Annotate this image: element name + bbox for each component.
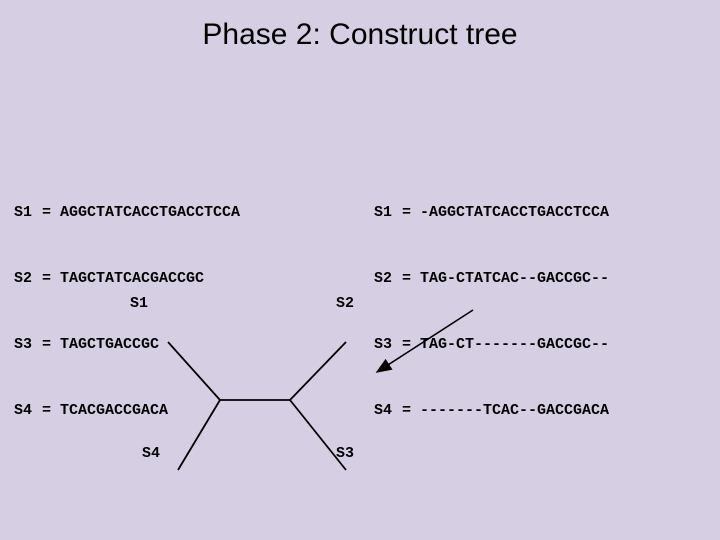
seq-row: S1 = AGGCTATCACCTGACCTCCA bbox=[14, 202, 240, 224]
seq-label: S2 bbox=[14, 268, 42, 290]
seq-row: S2 = TAGCTATCACGACCGC bbox=[14, 268, 240, 290]
seq-value: -AGGCTATCACCTGACCTCCA bbox=[420, 202, 609, 224]
seq-row: S2 = TAG-CTATCAC--GACCGC-- bbox=[374, 268, 609, 290]
seq-value: TAG-CTATCAC--GACCGC-- bbox=[420, 268, 609, 290]
equals-sign: = bbox=[402, 268, 420, 290]
equals-sign: = bbox=[42, 334, 60, 356]
equals-sign: = bbox=[42, 268, 60, 290]
tree-svg bbox=[90, 300, 490, 500]
tree-label-s2: S2 bbox=[336, 295, 354, 312]
equals-sign: = bbox=[42, 202, 60, 224]
seq-row: S1 = -AGGCTATCACCTGACCTCCA bbox=[374, 202, 609, 224]
seq-label: S3 bbox=[14, 334, 42, 356]
page-title: Phase 2: Construct tree bbox=[0, 18, 720, 52]
seq-value: TAGCTATCACGACCGC bbox=[60, 268, 204, 290]
equals-sign: = bbox=[402, 202, 420, 224]
seq-label: S2 bbox=[374, 268, 402, 290]
phylogenetic-tree: S1 S2 S3 S4 bbox=[90, 300, 410, 480]
equals-sign: = bbox=[42, 400, 60, 422]
tree-label-s1: S1 bbox=[130, 295, 148, 312]
seq-label: S1 bbox=[374, 202, 402, 224]
seq-label: S1 bbox=[14, 202, 42, 224]
tree-label-s3: S3 bbox=[336, 445, 354, 462]
seq-value: AGGCTATCACCTGACCTCCA bbox=[60, 202, 240, 224]
seq-label: S4 bbox=[14, 400, 42, 422]
tree-label-s4: S4 bbox=[142, 445, 160, 462]
